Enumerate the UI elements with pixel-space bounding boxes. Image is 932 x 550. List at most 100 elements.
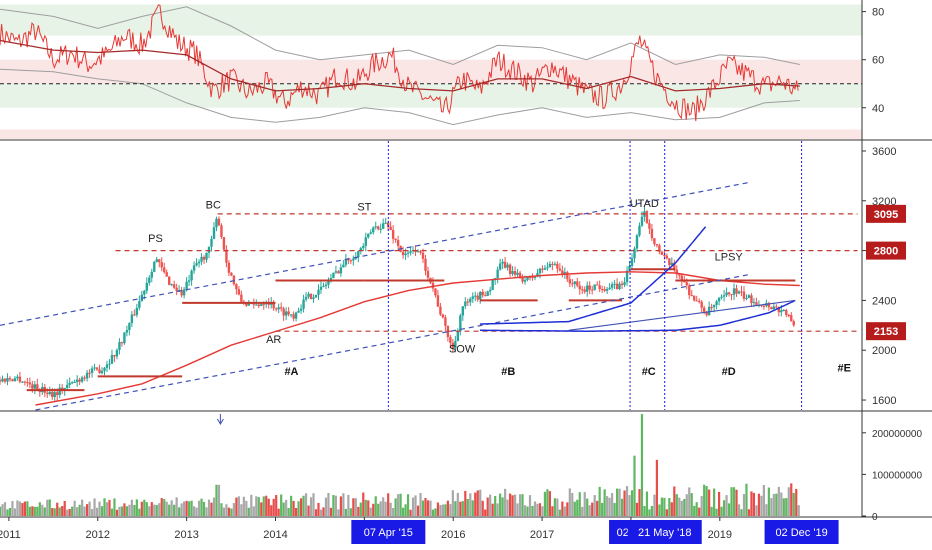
volume-bar (372, 503, 375, 516)
price-candle (648, 223, 651, 229)
price-tick-label: 3600 (872, 146, 896, 158)
moving-average-line (35, 271, 800, 406)
volume-bar (26, 501, 29, 516)
phase-label: #E (837, 362, 850, 374)
price-tag (866, 322, 906, 341)
volume-bar (220, 503, 223, 516)
volume-bar (531, 505, 534, 516)
volume-panel (0, 414, 932, 518)
price-candle (56, 392, 59, 396)
rsi-zone-band (0, 129, 862, 139)
volume-bar (760, 495, 763, 516)
volume-bar (444, 504, 447, 516)
volume-bar (558, 509, 561, 516)
price-candle (155, 259, 158, 262)
volume-bar (675, 494, 678, 516)
volume-bar (486, 497, 489, 516)
price-candle (700, 301, 703, 308)
price-candle (508, 264, 512, 274)
price-candle (752, 302, 756, 304)
price-candle (790, 315, 793, 322)
event-label-ps: PS (148, 233, 163, 245)
volume-bar (698, 507, 701, 516)
price-candle (630, 258, 634, 266)
price-candle (312, 297, 315, 299)
price-candle (588, 285, 591, 290)
volume-bar (232, 503, 235, 516)
price-candle (262, 304, 265, 306)
price-candle (561, 270, 564, 274)
price-candle (138, 301, 141, 308)
volume-bar (543, 491, 547, 516)
price-candle (148, 277, 151, 283)
volume-bar (332, 495, 335, 516)
volume-bar (409, 509, 412, 516)
price-candle (727, 292, 731, 295)
volume-bar (732, 487, 736, 516)
price-tag-label: 2153 (874, 326, 898, 338)
price-candle (645, 211, 649, 224)
volume-bar (215, 484, 218, 516)
volume-bar (275, 495, 278, 516)
price-candle (260, 304, 263, 306)
volume-bar (195, 507, 198, 516)
rsi-panel (0, 4, 932, 141)
volume-bar (382, 497, 385, 516)
price-candle (299, 308, 303, 311)
volume-bar (787, 487, 790, 516)
price-candle (409, 250, 412, 253)
price-candle (516, 272, 519, 275)
price-candle (471, 296, 474, 299)
volume-bar (747, 509, 751, 516)
volume-bar (683, 498, 686, 516)
price-candle (434, 288, 437, 296)
volume-bar (785, 498, 788, 516)
volume-bar (526, 506, 529, 516)
volume-bar (28, 506, 31, 516)
volume-bar (406, 494, 410, 516)
x-tick-label: 2019 (708, 529, 732, 541)
price-candle (782, 309, 785, 311)
volume-bar (538, 503, 542, 516)
volume-bar (153, 504, 156, 516)
price-candle (83, 377, 86, 379)
volume-bar (165, 501, 168, 516)
price-candle (680, 275, 683, 281)
volume-bar (322, 507, 325, 516)
volume-bar (175, 497, 178, 516)
volume-bar (178, 507, 181, 516)
price-candle (65, 384, 69, 388)
price-candle (324, 284, 328, 287)
volume-bar (630, 490, 634, 516)
volume-bar (471, 500, 474, 516)
volume-bar (553, 498, 556, 516)
volume-bar (362, 492, 365, 516)
volume-bar (476, 490, 479, 516)
price-candle (73, 382, 76, 384)
price-candle (389, 226, 392, 231)
price-tag-label: 2800 (874, 246, 898, 258)
volume-bar (352, 498, 355, 516)
volume-bar (613, 502, 616, 516)
volume-bar (205, 507, 208, 516)
price-candle (785, 309, 788, 315)
price-candle (163, 267, 166, 273)
price-candle (720, 296, 723, 298)
price-candle (200, 256, 203, 262)
price-candle (381, 223, 385, 229)
price-candle (31, 384, 34, 389)
volume-bar (484, 509, 487, 516)
price-candle (660, 251, 664, 255)
price-candle (100, 370, 104, 374)
price-candle (352, 258, 355, 261)
price-candle (595, 284, 599, 286)
date-tag-label: 07 Apr '15 (364, 527, 413, 539)
volume-bar (329, 507, 333, 516)
price-candle (605, 288, 609, 291)
price-candle (506, 264, 509, 268)
volume-bar (342, 493, 345, 516)
price-candle (528, 277, 532, 279)
volume-bar (78, 504, 81, 516)
price-candle (289, 314, 293, 316)
